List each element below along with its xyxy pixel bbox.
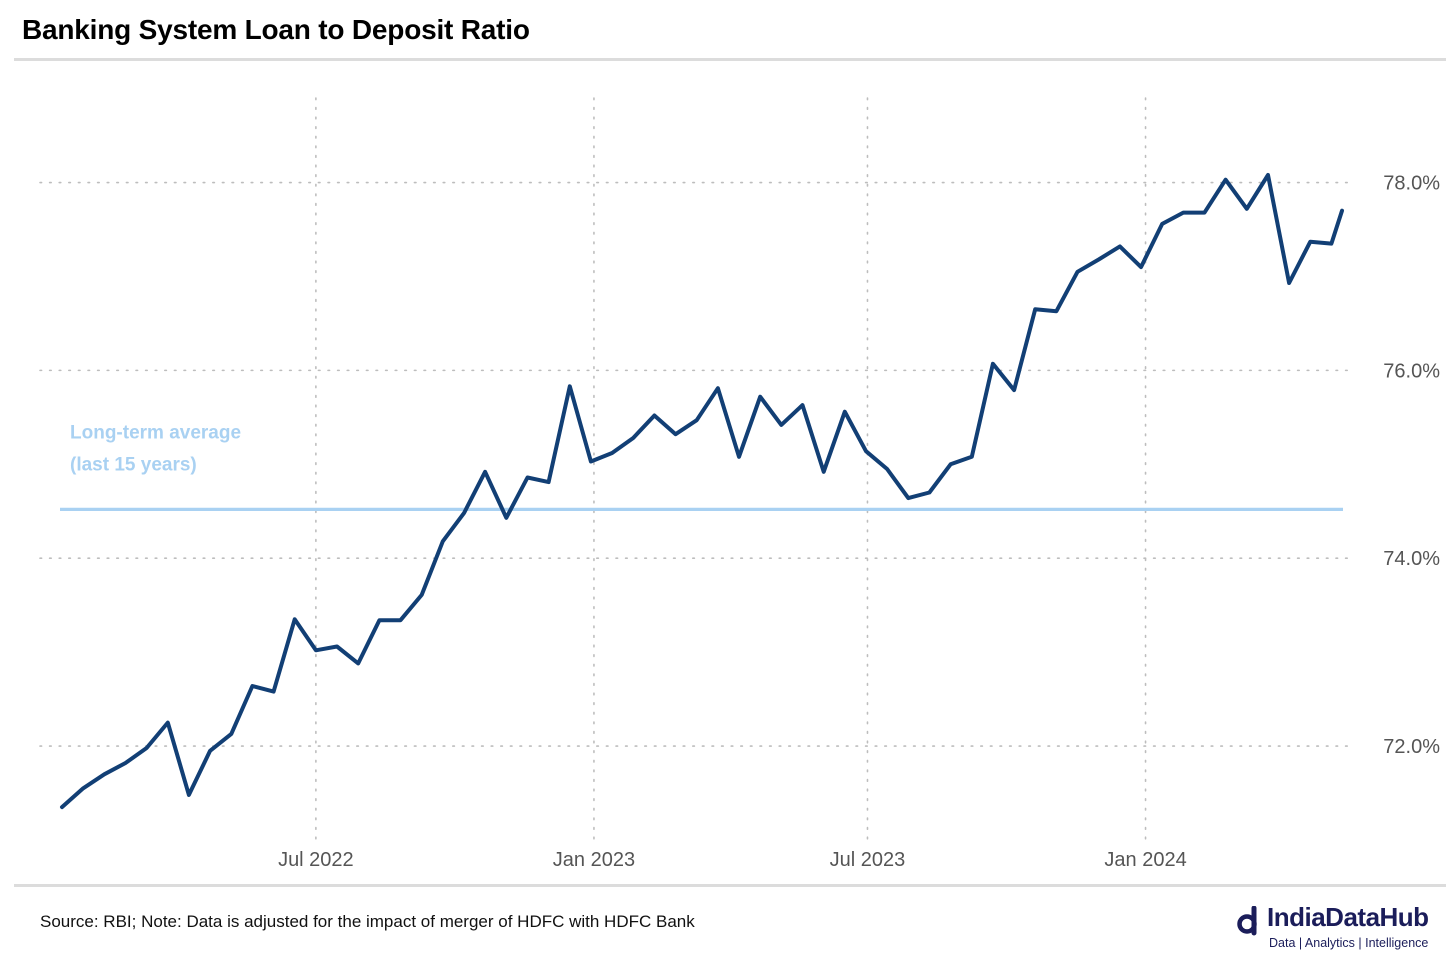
indiadatahub-logo: IndiaDataHub Data | Analytics | Intellig…: [1237, 902, 1447, 958]
source-note: Source: RBI; Note: Data is adjusted for …: [40, 912, 695, 931]
y-tick-label: 72.0%: [1383, 736, 1440, 758]
y-tick-label: 76.0%: [1383, 360, 1440, 382]
chart-title: Banking System Loan to Deposit Ratio: [22, 14, 530, 45]
logo-mark-icon: [1237, 906, 1257, 936]
reference-layer: Long-term average (last 15 years): [60, 422, 1343, 511]
y-tick-label: 78.0%: [1383, 173, 1440, 195]
x-tick-label: Jul 2022: [278, 849, 354, 871]
x-tick-label: Jan 2023: [553, 849, 635, 871]
long-term-average-sublabel: (last 15 years): [70, 454, 197, 475]
logo-tagline: Data | Analytics | Intelligence: [1269, 936, 1429, 950]
long-term-average-label: Long-term average: [70, 422, 241, 443]
footer-divider: [14, 884, 1446, 887]
series-layer: [60, 173, 1344, 810]
x-tick-label: Jul 2023: [830, 849, 906, 871]
title-divider: [14, 58, 1446, 61]
grid-layer: [39, 97, 1351, 841]
logo-name: IndiaDataHub: [1267, 902, 1429, 932]
axis-layer: 72.0% 74.0% 76.0% 78.0% Jul 2022 Jan 2023 Jul …: [278, 173, 1440, 871]
ldr-series-line: [60, 173, 1344, 810]
y-tick-label: 74.0%: [1383, 548, 1440, 570]
x-tick-label: Jan 2024: [1104, 849, 1186, 871]
line-chart: Long-term average (last 15 years) 72.0%7…: [39, 97, 1440, 871]
